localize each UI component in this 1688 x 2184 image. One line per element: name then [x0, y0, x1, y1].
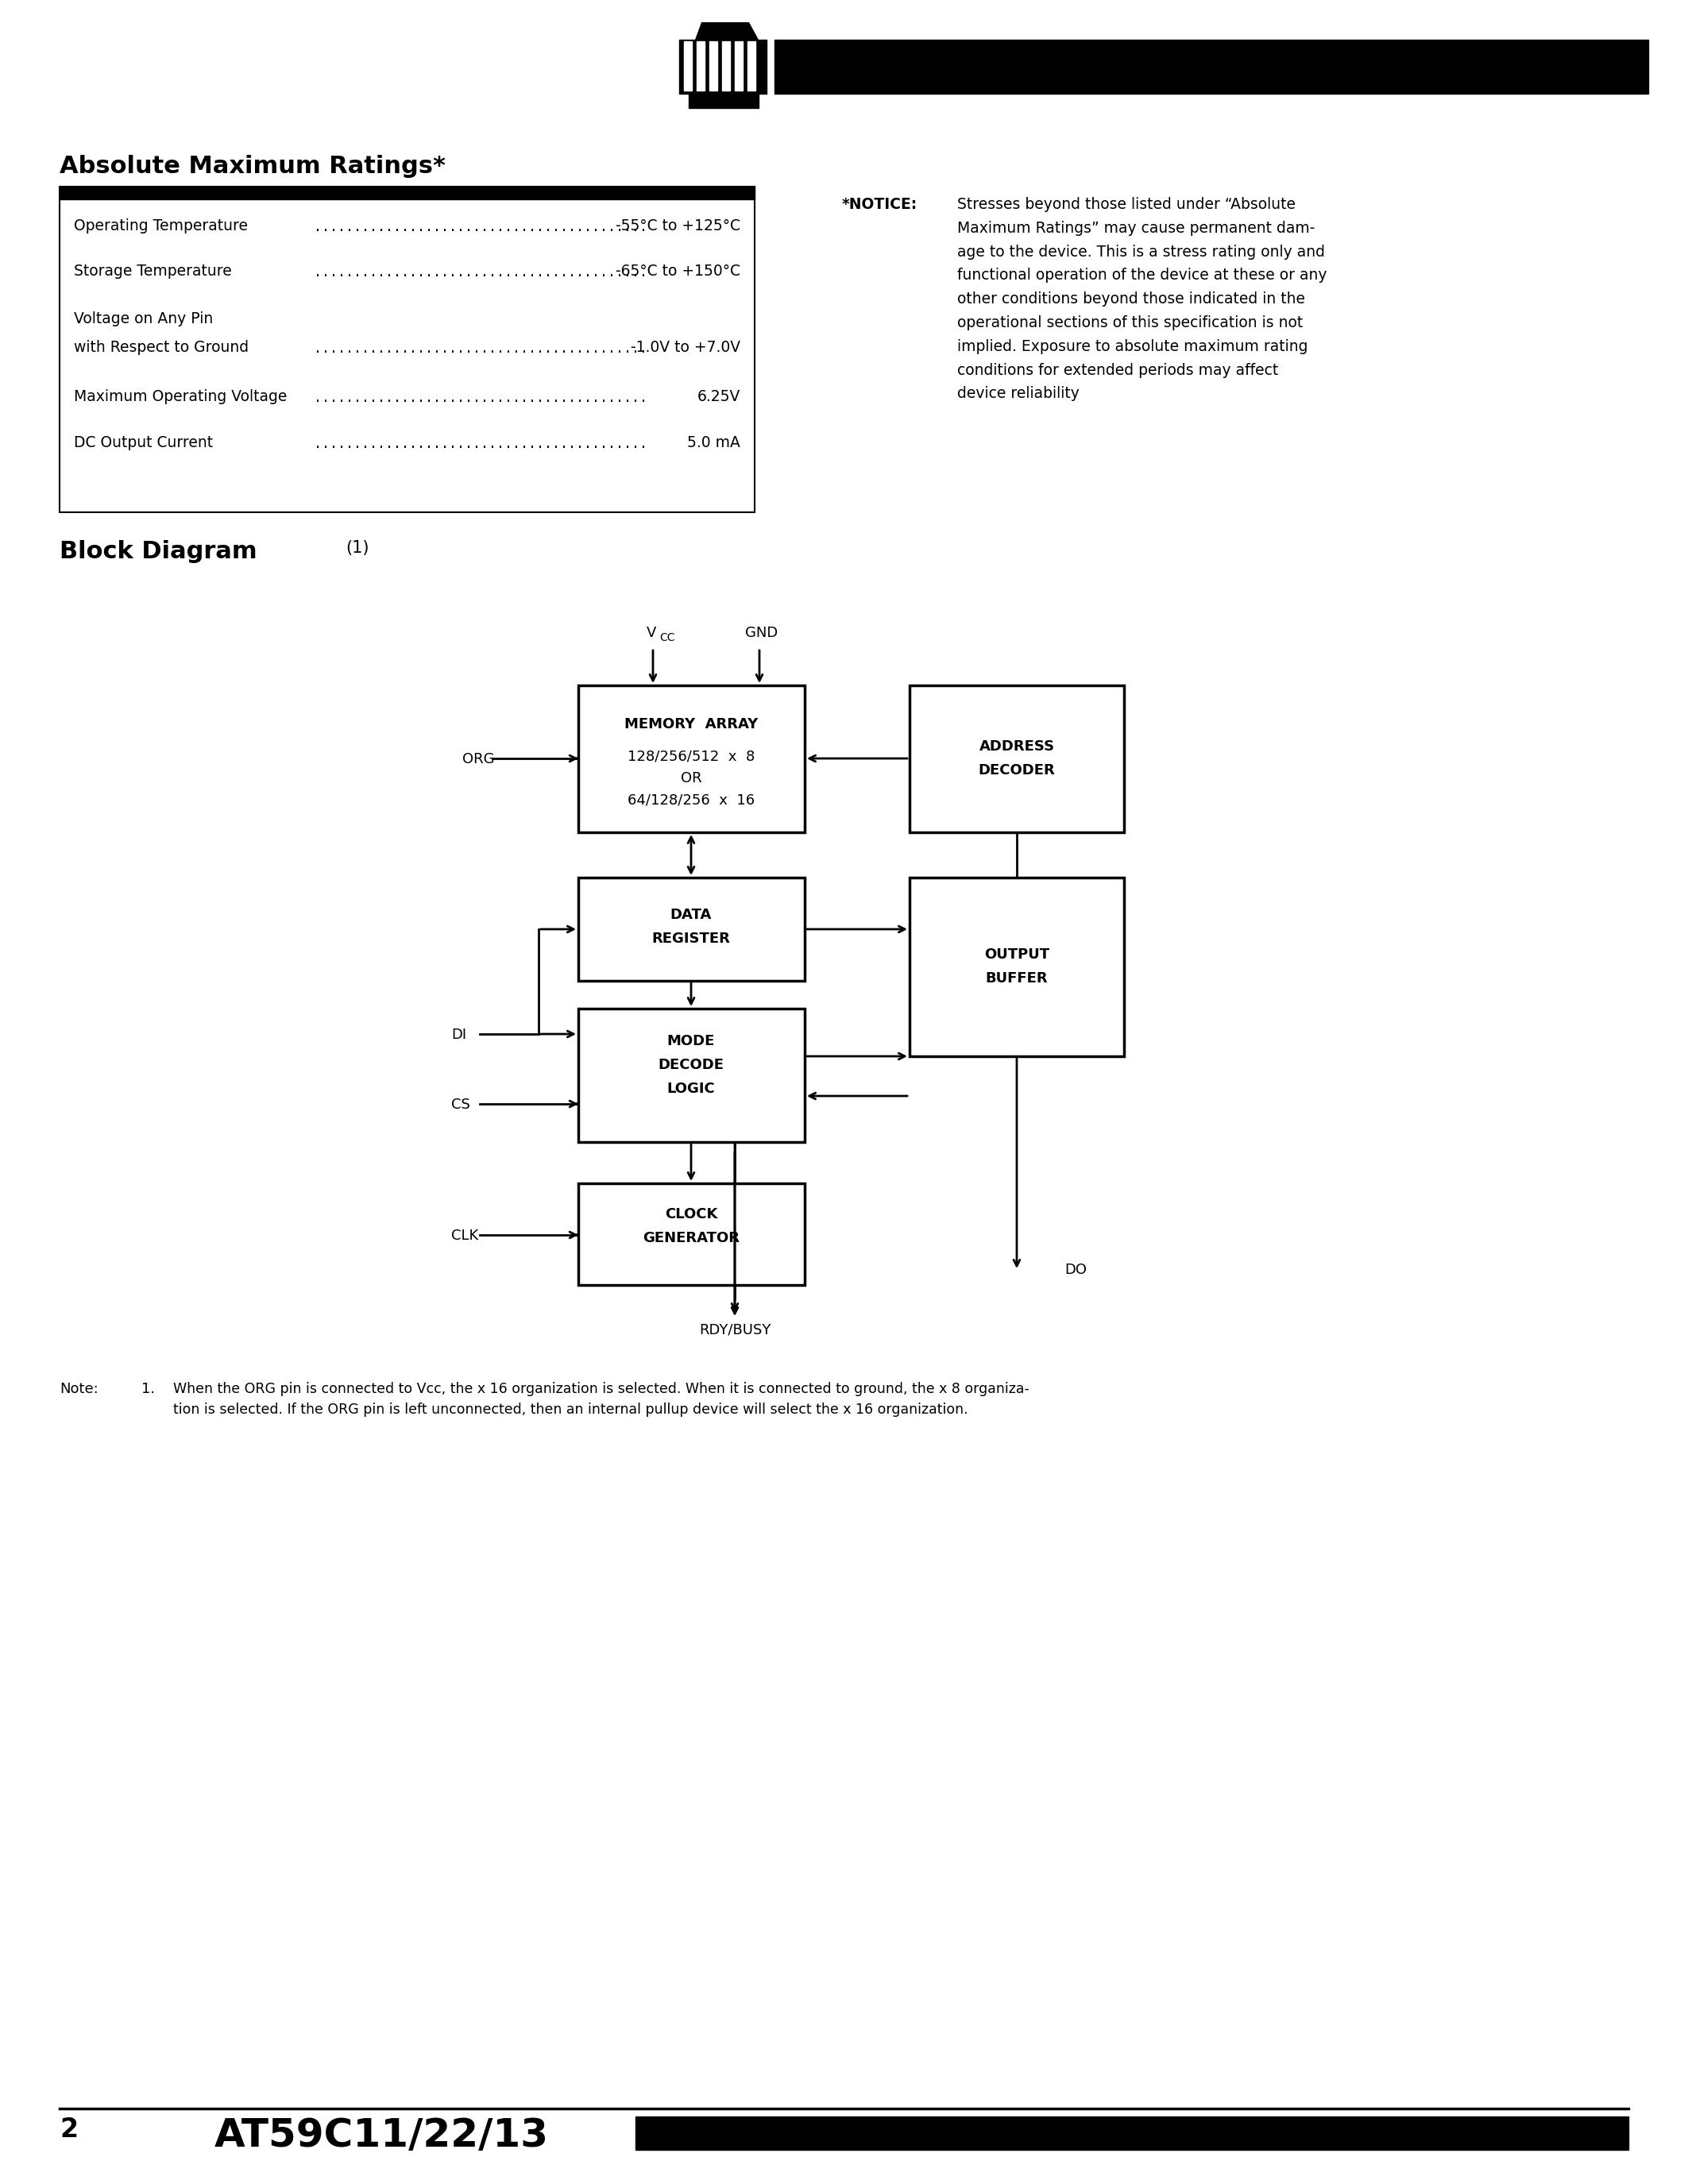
Bar	[722, 41, 729, 90]
Text: BUFFER: BUFFER	[986, 972, 1048, 985]
Text: with Respect to Ground: with Respect to Ground	[74, 341, 248, 356]
Bar	[775, 39, 1647, 94]
Text: CLK: CLK	[451, 1230, 478, 1243]
Text: V: V	[647, 627, 657, 640]
Text: 64/128/256  x  16: 64/128/256 x 16	[628, 793, 755, 806]
Bar	[910, 686, 1124, 832]
Text: 1.: 1.	[142, 1382, 155, 1396]
Bar	[910, 878, 1124, 1057]
Text: 128/256/512  x  8: 128/256/512 x 8	[628, 749, 755, 762]
Bar	[579, 1184, 805, 1284]
Text: ..........................................: ........................................…	[314, 341, 648, 356]
Bar	[697, 41, 704, 90]
Text: Maximum Operating Voltage: Maximum Operating Voltage	[74, 389, 287, 404]
Text: Note:: Note:	[59, 1382, 98, 1396]
Bar	[734, 41, 743, 90]
Text: DO: DO	[1065, 1262, 1087, 1278]
Text: CC: CC	[660, 631, 675, 644]
Text: *NOTICE:: *NOTICE:	[842, 197, 918, 212]
Text: 2: 2	[59, 2116, 78, 2143]
Text: LOGIC: LOGIC	[667, 1081, 716, 1096]
Text: CS: CS	[451, 1099, 471, 1112]
Text: GND: GND	[744, 627, 778, 640]
Bar	[579, 686, 805, 832]
Text: ..........................................: ........................................…	[314, 221, 648, 234]
Text: -55°C to +125°C: -55°C to +125°C	[616, 218, 741, 234]
Bar	[579, 1009, 805, 1142]
Text: ORG: ORG	[463, 751, 495, 767]
Text: Voltage on Any Pin: Voltage on Any Pin	[74, 312, 213, 325]
Text: (1): (1)	[346, 539, 370, 557]
Text: ..........................................: ........................................…	[314, 264, 648, 280]
Text: Operating Temperature: Operating Temperature	[74, 218, 248, 234]
Text: GENERATOR: GENERATOR	[643, 1232, 739, 1245]
Bar	[684, 41, 692, 90]
Text: OUTPUT: OUTPUT	[984, 948, 1050, 961]
Text: MEMORY  ARRAY: MEMORY ARRAY	[625, 716, 758, 732]
Text: AT59C11/22/13: AT59C11/22/13	[214, 2116, 549, 2156]
Bar	[748, 41, 756, 90]
Text: Absolute Maximum Ratings*: Absolute Maximum Ratings*	[59, 155, 446, 177]
Text: DECODER: DECODER	[979, 762, 1055, 778]
Text: DI: DI	[451, 1029, 466, 1042]
Text: Block Diagram: Block Diagram	[59, 539, 257, 563]
Bar	[679, 39, 766, 94]
Text: ..........................................: ........................................…	[314, 391, 648, 404]
Polygon shape	[695, 22, 758, 39]
Text: 6.25V: 6.25V	[697, 389, 741, 404]
Bar	[59, 186, 755, 513]
Text: REGISTER: REGISTER	[652, 933, 731, 946]
Text: -1.0V to +7.0V: -1.0V to +7.0V	[631, 341, 741, 356]
Bar	[689, 94, 758, 107]
Text: MODE: MODE	[667, 1033, 716, 1048]
Bar	[59, 186, 755, 199]
Text: 5.0 mA: 5.0 mA	[687, 435, 741, 450]
Text: ADDRESS: ADDRESS	[979, 740, 1055, 753]
Text: -65°C to +150°C: -65°C to +150°C	[616, 264, 741, 280]
Text: OR: OR	[680, 771, 702, 786]
Text: DC Output Current: DC Output Current	[74, 435, 213, 450]
Bar	[709, 41, 717, 90]
Text: DECODE: DECODE	[658, 1057, 724, 1072]
Text: When the ORG pin is connected to Vᴄᴄ, the x 16 organization is selected. When it: When the ORG pin is connected to Vᴄᴄ, th…	[174, 1382, 1030, 1417]
Text: CLOCK: CLOCK	[665, 1208, 717, 1221]
Text: ..........................................: ........................................…	[314, 437, 648, 452]
Text: RDY/BUSY: RDY/BUSY	[699, 1321, 771, 1337]
Text: Stresses beyond those listed under “Absolute
Maximum Ratings” may cause permanen: Stresses beyond those listed under “Abso…	[957, 197, 1327, 402]
Text: DATA: DATA	[670, 909, 712, 922]
Bar	[579, 878, 805, 981]
Text: Storage Temperature: Storage Temperature	[74, 264, 231, 280]
Bar	[635, 2116, 1629, 2149]
